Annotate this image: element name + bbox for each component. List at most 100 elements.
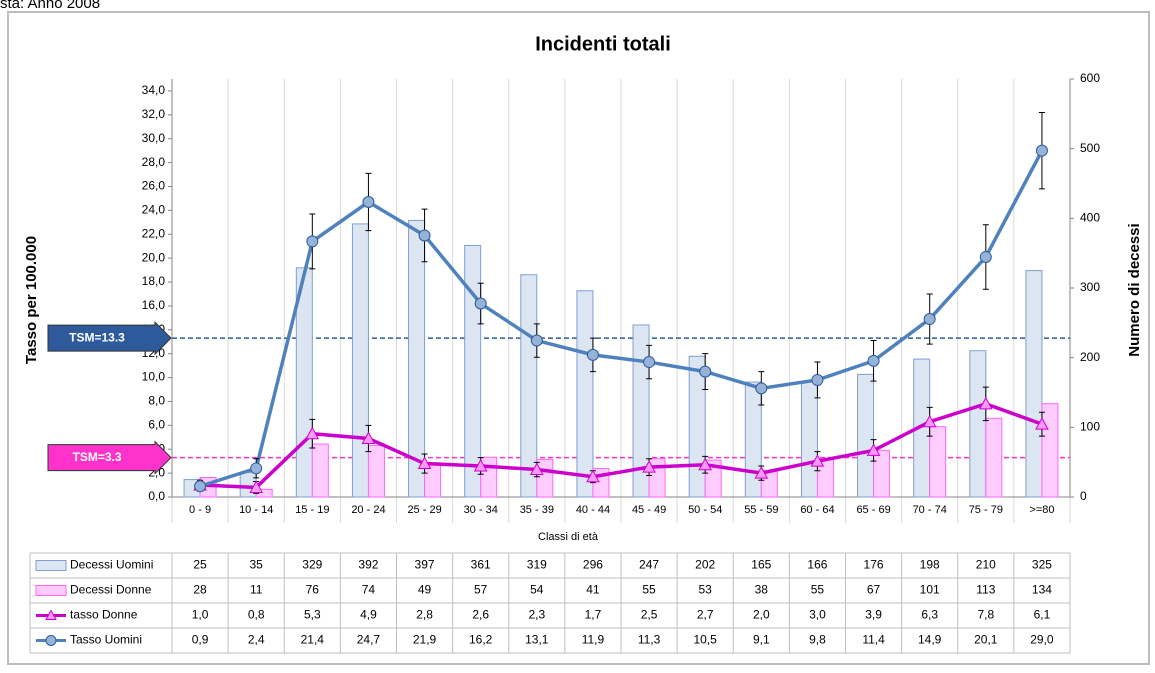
- reference-label: TSM=3.3: [72, 450, 121, 464]
- table-cell: 1,7: [585, 608, 602, 622]
- table-cell: 2,6: [472, 608, 489, 622]
- table-cell: 20,1: [974, 633, 998, 647]
- legend-label: tasso Donne: [70, 608, 138, 622]
- marker: [305, 426, 320, 440]
- marker: [811, 373, 824, 386]
- line: [199, 149, 1044, 488]
- legend-key: [35, 560, 67, 571]
- x-tick-label: 30 - 34: [464, 504, 498, 516]
- table-cell: 2,5: [641, 608, 658, 622]
- table-cell: 9,1: [753, 633, 770, 647]
- bar: [311, 443, 329, 498]
- table-cell: 24,7: [357, 633, 381, 647]
- table-cell: 165: [751, 558, 771, 572]
- y-tick-label: 18,0: [142, 274, 166, 288]
- marker: [417, 456, 432, 470]
- x-tick-label: 50 - 54: [688, 504, 722, 516]
- y2-tick-label: 600: [1080, 71, 1100, 85]
- y-tick-label: 22,0: [142, 226, 166, 240]
- table-cell: 35: [250, 558, 264, 572]
- table-cell: 3,0: [809, 608, 826, 622]
- y-tick-label: 24,0: [142, 203, 166, 217]
- table-cell: 6,3: [921, 608, 938, 622]
- y-axis-label: Tasso per 100.000: [23, 236, 40, 364]
- table-cell: 16,2: [469, 633, 493, 647]
- x-axis-label: Classi di età: [538, 531, 599, 543]
- marker: [979, 250, 992, 263]
- table-cell: 11,9: [582, 633, 605, 647]
- x-tick-label: 25 - 29: [407, 504, 441, 516]
- y2-tick-label: 200: [1080, 350, 1100, 364]
- marker: [473, 458, 488, 472]
- page-header: sta: Anno 2008: [0, 0, 100, 12]
- bar: [632, 324, 650, 498]
- x-tick-label: 40 - 44: [576, 504, 610, 516]
- table-cell: 57: [474, 583, 488, 597]
- table-cell: 54: [530, 583, 544, 597]
- x-tick-label: 35 - 39: [520, 504, 554, 516]
- x-tick-label: >=80: [1029, 504, 1054, 516]
- table-cell: 25: [193, 558, 207, 572]
- x-tick-label: 75 - 79: [969, 504, 1003, 516]
- y-tick-label: 6,0: [148, 418, 165, 432]
- table-cell: 9,8: [809, 633, 826, 647]
- y-tick-label: 0,0: [148, 489, 165, 503]
- reference-arrow: [47, 440, 172, 475]
- marker: [529, 462, 544, 476]
- table-cell: 397: [415, 558, 435, 572]
- marker: [643, 356, 656, 369]
- y2-tick-label: 400: [1080, 211, 1100, 225]
- table-cell: 29,0: [1030, 633, 1054, 647]
- marker: [810, 454, 825, 467]
- x-tick-label: 10 - 14: [239, 504, 273, 516]
- table-cell: 166: [807, 558, 827, 572]
- bar: [1025, 270, 1043, 498]
- table-cell: 392: [358, 558, 378, 572]
- bar: [464, 245, 482, 498]
- table-cell: 13,1: [525, 633, 549, 647]
- bar: [520, 274, 538, 498]
- chart-title: Incidenti totali: [535, 33, 671, 55]
- table-cell: 2,0: [753, 608, 770, 622]
- y-tick-label: 10,0: [142, 370, 166, 384]
- bar: [688, 355, 706, 498]
- table-cell: 10,5: [694, 633, 718, 647]
- table-cell: 49: [418, 583, 432, 597]
- table-cell: 134: [1032, 583, 1052, 597]
- marker: [586, 469, 600, 483]
- marker: [474, 297, 487, 310]
- table-cell: 361: [471, 558, 491, 572]
- y-tick-label: 32,0: [142, 107, 166, 121]
- y-tick-label: 30,0: [142, 131, 166, 145]
- table-cell: 53: [699, 583, 713, 597]
- legend-key: [45, 609, 57, 620]
- reference-arrow: [47, 320, 172, 356]
- y2-tick-label: 0: [1080, 489, 1087, 503]
- table-cell: 210: [976, 558, 996, 572]
- bar: [351, 223, 369, 498]
- marker: [923, 313, 936, 326]
- table-cell: 7,8: [977, 608, 994, 622]
- legend-label: Decessi Donne: [70, 583, 152, 597]
- marker: [306, 235, 319, 248]
- marker: [249, 480, 264, 493]
- y2-tick-label: 300: [1080, 280, 1100, 294]
- marker: [755, 382, 768, 395]
- table-cell: 6,1: [1034, 608, 1051, 622]
- table-cell: 55: [642, 583, 656, 597]
- marker: [642, 460, 656, 473]
- table-cell: 38: [755, 583, 769, 597]
- table-cell: 0,8: [248, 608, 265, 622]
- table-cell: 5,3: [304, 608, 321, 622]
- table-cell: 3,9: [865, 608, 882, 622]
- marker: [362, 196, 375, 209]
- bar: [648, 458, 666, 498]
- table-cell: 2,4: [248, 633, 265, 647]
- marker: [866, 443, 881, 456]
- table-cell: 55: [811, 583, 825, 597]
- marker: [1035, 144, 1048, 157]
- table-cell: 74: [362, 583, 376, 597]
- table-cell: 2,8: [416, 608, 433, 622]
- table-cell: 329: [302, 558, 322, 572]
